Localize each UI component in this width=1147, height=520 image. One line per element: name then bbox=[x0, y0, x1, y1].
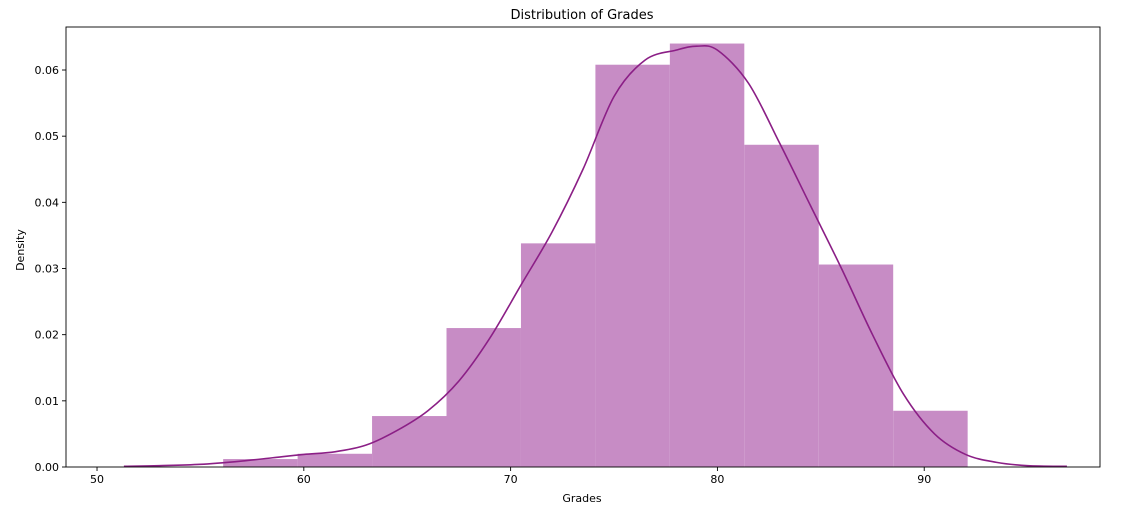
y-tick-label-5: 0.05 bbox=[35, 130, 60, 143]
y-tick-label-2: 0.02 bbox=[35, 329, 60, 342]
axes: 50 60 70 80 90 0.00 0.01 0.02 0.03 0.04 0.05 0.06 bbox=[35, 26, 1101, 486]
y-tick-label-1: 0.01 bbox=[35, 395, 60, 408]
x-tick-label-3: 80 bbox=[710, 473, 724, 486]
histogram-bar-2 bbox=[372, 416, 447, 467]
x-tick-label-4: 90 bbox=[917, 473, 931, 486]
histogram-bar-6 bbox=[669, 43, 745, 467]
x-axis-label: Grades bbox=[562, 492, 602, 505]
y-tick-label-3: 0.03 bbox=[35, 263, 60, 276]
plot-frame bbox=[65, 26, 1101, 468]
x-tick-label-0: 50 bbox=[90, 473, 104, 486]
y-axis-label: Density bbox=[14, 229, 27, 271]
histogram-bar-3 bbox=[446, 328, 521, 467]
y-tick-label-0: 0.00 bbox=[35, 461, 60, 474]
kde-line bbox=[123, 45, 1067, 468]
histogram-bar-0 bbox=[223, 459, 298, 467]
x-tick-label-2: 70 bbox=[504, 473, 518, 486]
y-tick-label-4: 0.04 bbox=[35, 196, 60, 209]
chart-title: Distribution of Grades bbox=[510, 8, 653, 23]
kde-curve-group bbox=[123, 45, 1067, 468]
histogram-bar-5 bbox=[595, 64, 670, 468]
histogram-bar-9 bbox=[893, 410, 968, 467]
y-tick-label-6: 0.06 bbox=[35, 64, 60, 77]
histogram-bar-7 bbox=[744, 144, 819, 467]
histogram-bar-4 bbox=[520, 243, 596, 467]
histogram-bars bbox=[223, 43, 968, 468]
histogram-bar-1 bbox=[297, 453, 373, 467]
x-tick-label-1: 60 bbox=[297, 473, 311, 486]
histogram-bar-8 bbox=[818, 264, 894, 467]
